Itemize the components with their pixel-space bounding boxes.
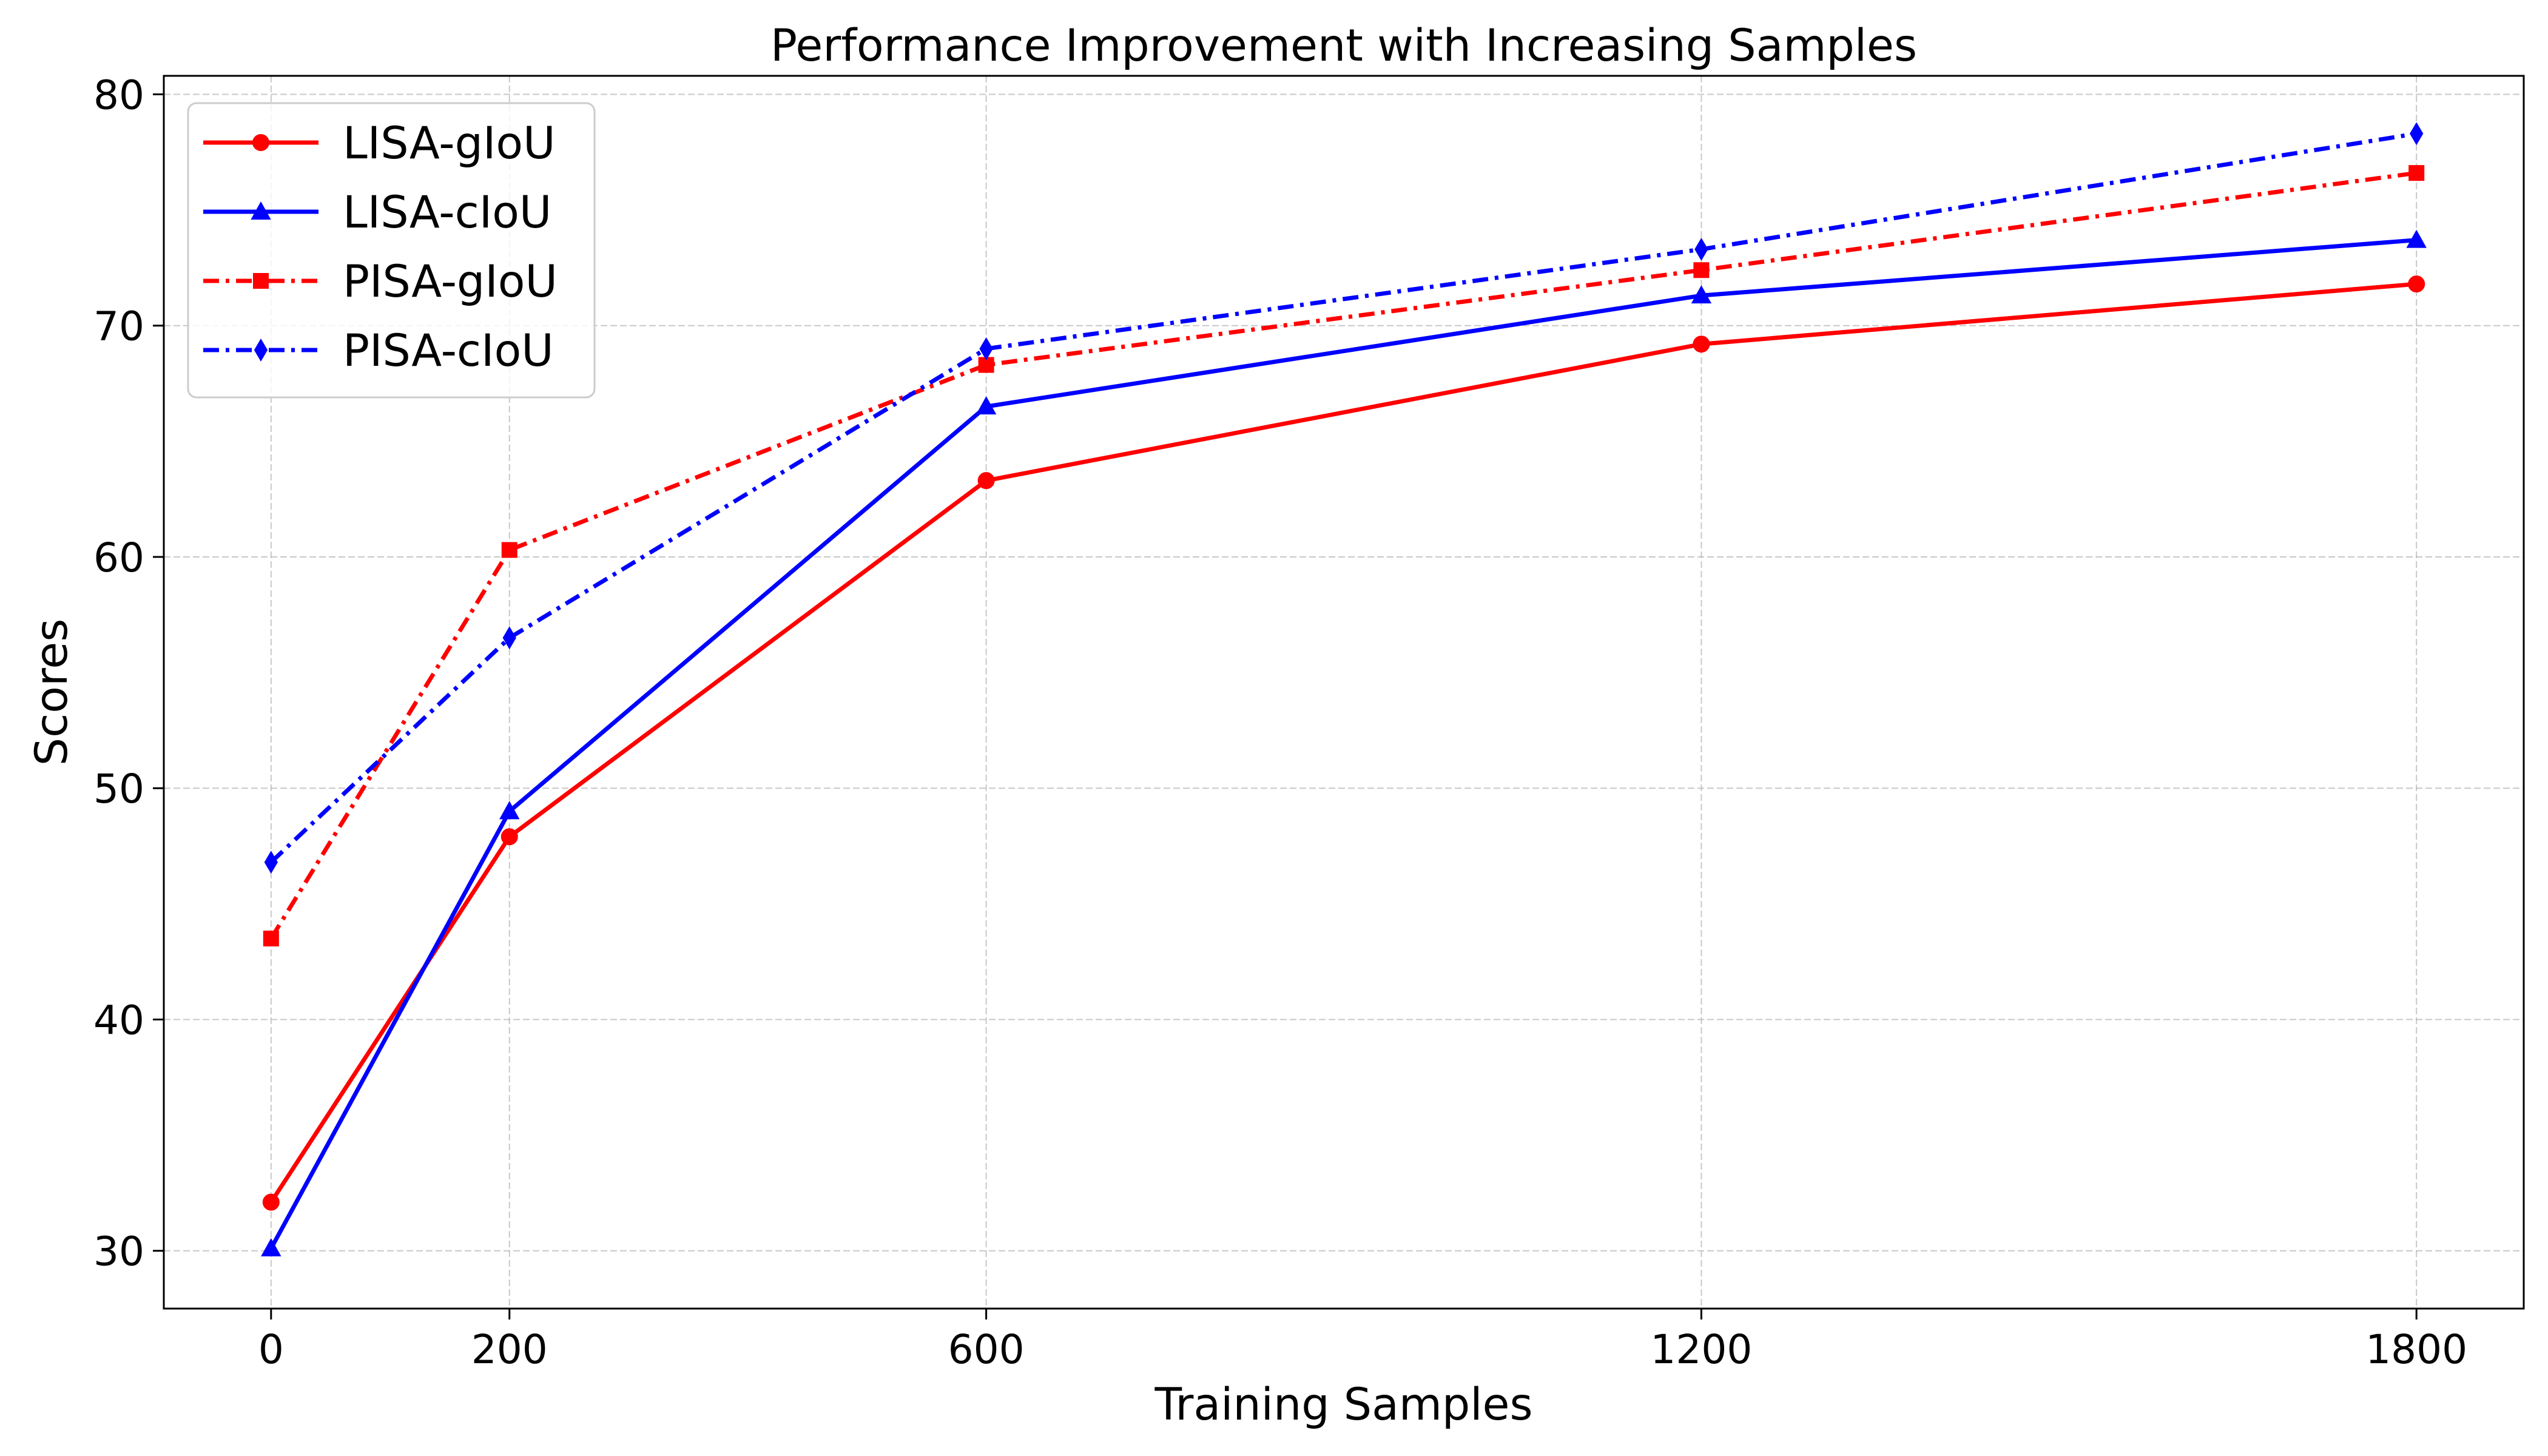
- data-point-pisa-giou: [2408, 165, 2425, 181]
- x-tick-label: 1800: [2365, 1326, 2467, 1373]
- data-point-lisa-ciou: [499, 801, 520, 820]
- x-tick-label: 0: [258, 1326, 284, 1373]
- y-tick-label: 40: [93, 997, 144, 1043]
- x-tick-label: 1200: [1650, 1326, 1752, 1373]
- legend-label-pisa-ciou: PISA-cIoU: [343, 325, 554, 377]
- data-point-pisa-giou: [1693, 262, 1710, 278]
- legend-marker-pisa-giou: [253, 273, 269, 289]
- x-tick-label: 200: [471, 1326, 548, 1373]
- data-point-pisa-ciou: [502, 626, 516, 650]
- data-point-pisa-ciou: [2410, 122, 2424, 146]
- data-point-pisa-ciou: [1694, 237, 1708, 261]
- series-line-pisa-giou: [269, 170, 2417, 940]
- legend-label-lisa-ciou: LISA-cIoU: [343, 187, 551, 238]
- y-tick-label: 50: [93, 766, 144, 812]
- data-point-lisa-ciou: [2406, 229, 2427, 248]
- data-point-lisa-giou: [2408, 275, 2425, 293]
- data-point-pisa-giou: [501, 542, 517, 558]
- legend-label-pisa-giou: PISA-gIoU: [343, 256, 558, 308]
- plot-frame: [163, 75, 2525, 1310]
- grid-lines: [164, 76, 2524, 1309]
- legend: LISA-gIoU LISA-cIoU PISA-gIoU PISA-cIoU: [187, 102, 596, 399]
- y-tick-label: 80: [93, 72, 144, 118]
- data-point-pisa-giou: [263, 931, 279, 947]
- x-axis-label: Training Samples: [1154, 1379, 1533, 1431]
- legend-marker-lisa-giou: [252, 134, 269, 151]
- data-point-lisa-giou: [977, 472, 995, 490]
- data-point-lisa-giou: [500, 828, 518, 846]
- axis-ticks: 0 200 600 1200 1800 30 40 50 60 70 80: [93, 72, 2467, 1373]
- data-point-pisa-ciou: [979, 337, 993, 360]
- data-point-lisa-ciou: [261, 1238, 281, 1256]
- y-axis-label: Scores: [26, 619, 78, 766]
- legend-marker-pisa-ciou: [254, 339, 268, 362]
- x-tick-label: 600: [948, 1326, 1025, 1373]
- legend-frame: [187, 102, 596, 399]
- y-tick-label: 30: [93, 1228, 144, 1275]
- data-point-lisa-ciou: [1691, 285, 1712, 304]
- y-tick-label: 70: [93, 303, 144, 350]
- legend-marker-lisa-ciou: [251, 201, 271, 220]
- y-tick-label: 60: [93, 534, 144, 581]
- data-point-lisa-giou: [1693, 335, 1710, 353]
- series-lines: [261, 122, 2427, 1256]
- data-point-lisa-giou: [262, 1193, 280, 1211]
- data-point-pisa-ciou: [264, 851, 278, 874]
- data-point-lisa-ciou: [976, 396, 997, 415]
- legend-label-lisa-giou: LISA-gIoU: [343, 118, 556, 169]
- chart-title: Performance Improvement with Increasing …: [770, 20, 1917, 72]
